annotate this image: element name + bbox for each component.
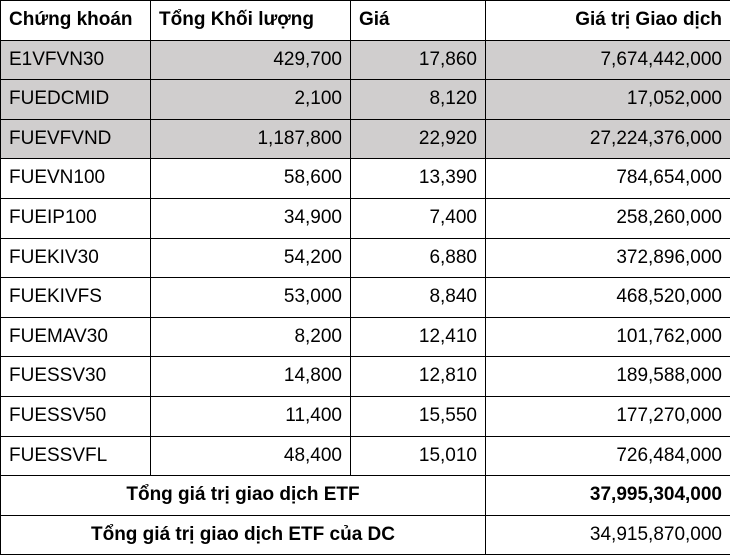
table-row: FUEDCMID2,1008,12017,052,000: [1, 80, 730, 120]
table-total-row: Tổng giá trị giao dịch ETF37,995,304,000: [1, 476, 730, 516]
cell-value: 784,654,000: [486, 159, 730, 199]
cell-price: 17,860: [351, 40, 486, 80]
cell-value: 189,588,000: [486, 357, 730, 397]
cell-value: 17,052,000: [486, 80, 730, 120]
total-label: Tổng giá trị giao dịch ETF của DC: [1, 515, 486, 555]
cell-security: FUEMAV30: [1, 317, 151, 357]
cell-volume: 14,800: [151, 357, 351, 397]
cell-value: 7,674,442,000: [486, 40, 730, 80]
total-value: 34,915,870,000: [486, 515, 730, 555]
cell-value: 372,896,000: [486, 238, 730, 278]
cell-security: FUESSVFL: [1, 436, 151, 476]
table-body: E1VFVN30429,70017,8607,674,442,000FUEDCM…: [1, 40, 730, 555]
cell-value: 177,270,000: [486, 396, 730, 436]
table-row: FUEKIVFS53,0008,840468,520,000: [1, 278, 730, 318]
table-row: FUESSVFL48,40015,010726,484,000: [1, 436, 730, 476]
col-header-price: Giá: [351, 1, 486, 41]
table-row: FUEIP10034,9007,400258,260,000: [1, 198, 730, 238]
table-row: FUEMAV308,20012,410101,762,000: [1, 317, 730, 357]
cell-volume: 11,400: [151, 396, 351, 436]
cell-price: 7,400: [351, 198, 486, 238]
cell-price: 15,550: [351, 396, 486, 436]
cell-volume: 54,200: [151, 238, 351, 278]
cell-value: 258,260,000: [486, 198, 730, 238]
cell-price: 12,810: [351, 357, 486, 397]
cell-value: 27,224,376,000: [486, 119, 730, 159]
cell-security: FUEKIVFS: [1, 278, 151, 318]
total-label: Tổng giá trị giao dịch ETF: [1, 476, 486, 516]
cell-price: 8,120: [351, 80, 486, 120]
cell-price: 13,390: [351, 159, 486, 199]
cell-price: 6,880: [351, 238, 486, 278]
cell-price: 22,920: [351, 119, 486, 159]
cell-security: FUESSV30: [1, 357, 151, 397]
table-total-row: Tổng giá trị giao dịch ETF của DC34,915,…: [1, 515, 730, 555]
cell-price: 8,840: [351, 278, 486, 318]
cell-volume: 34,900: [151, 198, 351, 238]
cell-volume: 8,200: [151, 317, 351, 357]
table-row: FUESSV3014,80012,810189,588,000: [1, 357, 730, 397]
table-header-row: Chứng khoán Tổng Khối lượng Giá Giá trị …: [1, 1, 730, 41]
cell-security: FUEVN100: [1, 159, 151, 199]
cell-security: FUEVFVND: [1, 119, 151, 159]
cell-value: 101,762,000: [486, 317, 730, 357]
cell-volume: 48,400: [151, 436, 351, 476]
etf-table-container: Chứng khoán Tổng Khối lượng Giá Giá trị …: [0, 0, 730, 555]
cell-price: 12,410: [351, 317, 486, 357]
cell-volume: 2,100: [151, 80, 351, 120]
cell-volume: 429,700: [151, 40, 351, 80]
cell-security: FUEKIV30: [1, 238, 151, 278]
etf-table: Chứng khoán Tổng Khối lượng Giá Giá trị …: [0, 0, 730, 555]
table-row: FUEVFVND1,187,80022,92027,224,376,000: [1, 119, 730, 159]
table-row: FUESSV5011,40015,550177,270,000: [1, 396, 730, 436]
cell-security: FUEDCMID: [1, 80, 151, 120]
cell-value: 468,520,000: [486, 278, 730, 318]
cell-security: FUESSV50: [1, 396, 151, 436]
col-header-value: Giá trị Giao dịch: [486, 1, 730, 41]
col-header-security: Chứng khoán: [1, 1, 151, 41]
cell-value: 726,484,000: [486, 436, 730, 476]
cell-security: FUEIP100: [1, 198, 151, 238]
table-row: E1VFVN30429,70017,8607,674,442,000: [1, 40, 730, 80]
table-row: FUEVN10058,60013,390784,654,000: [1, 159, 730, 199]
col-header-volume: Tổng Khối lượng: [151, 1, 351, 41]
table-row: FUEKIV3054,2006,880372,896,000: [1, 238, 730, 278]
cell-volume: 53,000: [151, 278, 351, 318]
cell-volume: 1,187,800: [151, 119, 351, 159]
cell-volume: 58,600: [151, 159, 351, 199]
cell-security: E1VFVN30: [1, 40, 151, 80]
cell-price: 15,010: [351, 436, 486, 476]
total-value: 37,995,304,000: [486, 476, 730, 516]
